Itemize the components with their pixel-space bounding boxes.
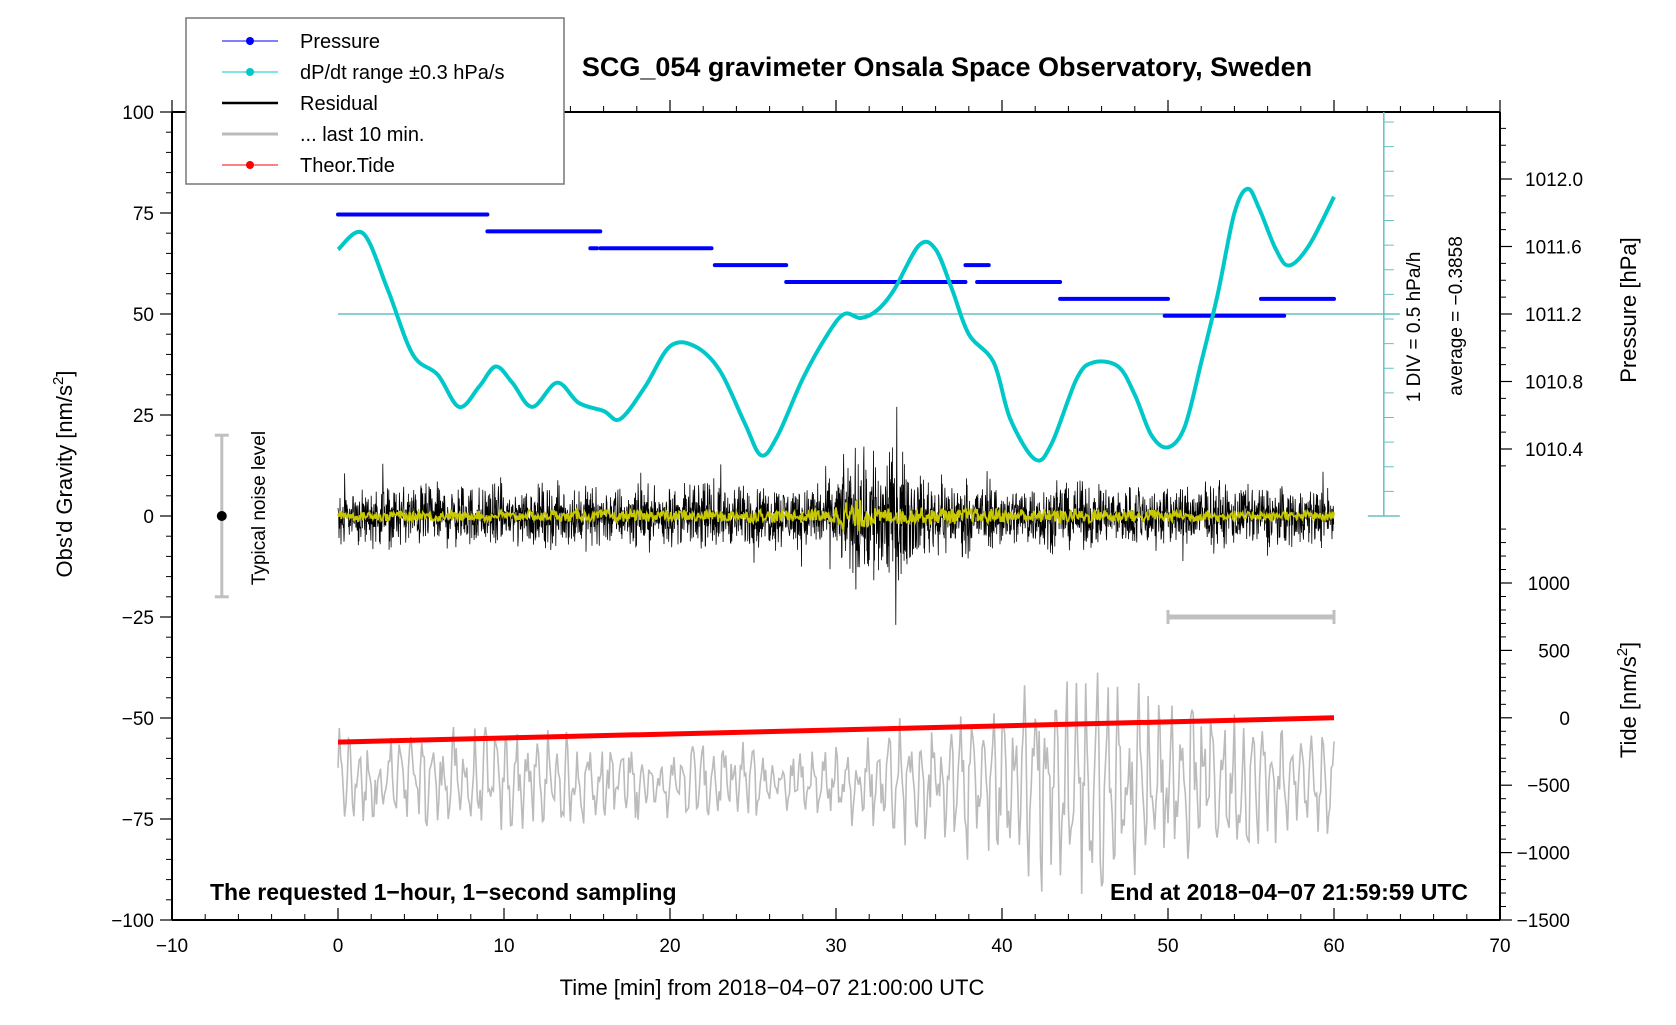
x-axis-label: Time [min] from 2018−04−07 21:00:00 UTC — [560, 975, 985, 1000]
x-tick-label: 10 — [493, 936, 514, 957]
legend: Pressure dP/dt range ±0.3 hPa/s Residual… — [185, 17, 565, 185]
legend-dot — [246, 68, 254, 76]
y-left-tick-label: −100 — [111, 911, 154, 932]
y-left-axis-label: Obs'd Gravity [nm/s2] — [50, 371, 77, 578]
residual-line — [337, 406, 1335, 625]
tide-tick-label: 0 — [1559, 709, 1570, 730]
legend-label: Residual — [300, 93, 378, 115]
legend-dot — [246, 161, 254, 169]
tide-label-main: Tide [nm/s — [1616, 656, 1641, 758]
tide-label-end: ] — [1616, 642, 1641, 648]
legend-label: Theor.Tide — [300, 155, 395, 177]
tide-tick-label: 1000 — [1528, 574, 1570, 595]
tide-label-sup: 2 — [1614, 648, 1631, 656]
legend-entry-residual: Residual — [222, 93, 378, 115]
legend-entry-dpdt: dP/dt range ±0.3 hPa/s — [222, 62, 504, 84]
theor-tide-line — [337, 715, 1335, 745]
y-left-label-end: ] — [52, 371, 77, 377]
x-tick-label: 50 — [1157, 936, 1178, 957]
tide-tick-label: −1000 — [1517, 844, 1570, 865]
legend-entry-tide: Theor.Tide — [222, 155, 395, 177]
pressure-tick-label: 1011.2 — [1525, 305, 1582, 326]
pressure-tick-label: 1011.6 — [1525, 238, 1582, 259]
legend-dot — [246, 37, 254, 45]
annotation-bottom-left: The requested 1−hour, 1−second sampling — [210, 879, 677, 905]
y-left-tick-label: 0 — [143, 507, 154, 528]
y-left-tick-label: −75 — [122, 810, 154, 831]
x-tick-label: 20 — [659, 936, 680, 957]
annotation-bottom-right: End at 2018−04−07 21:59:59 UTC — [1110, 879, 1468, 905]
y-left-label-main: Obs'd Gravity [nm/s — [52, 385, 77, 577]
y-right-pressure-label: Pressure [hPa] — [1616, 237, 1641, 383]
pressure-tick-label: 1010.4 — [1525, 440, 1584, 461]
tide-tick-label: −1500 — [1517, 911, 1570, 932]
residual-smoothed-line — [337, 500, 1335, 534]
y-left-tick-label: −25 — [122, 608, 154, 629]
legend-label: dP/dt range ±0.3 hPa/s — [300, 62, 504, 84]
x-tick-label: 30 — [825, 936, 846, 957]
y-right-tide-label: Tide [nm/s2] — [1614, 642, 1641, 758]
x-tick-label: 0 — [333, 936, 344, 957]
noise-center-dot — [216, 511, 227, 521]
legend-label: Pressure — [300, 31, 380, 53]
x-tick-label: 70 — [1489, 936, 1510, 957]
y-left-tick-label: 75 — [133, 204, 154, 225]
noise-level-indicator: Typical noise level — [214, 431, 270, 599]
series-layer — [336, 112, 1400, 894]
legend-box — [185, 17, 565, 185]
chart-title: SCG_054 gravimeter Onsala Space Observat… — [582, 52, 1312, 82]
x-tick-label: −10 — [156, 936, 188, 957]
y-left-tick-label: −50 — [122, 709, 154, 730]
average-label: average = −0.3858 — [1446, 236, 1467, 396]
pressure-tick-label: 1012.0 — [1525, 170, 1583, 191]
y-left-label-sup: 2 — [50, 377, 67, 385]
last-10-min-range — [1166, 610, 1336, 624]
dpdt-curve — [336, 186, 1336, 463]
tide-tick-label: 500 — [1538, 641, 1570, 662]
y-left-tick-label: 50 — [133, 305, 154, 326]
tide-tick-label: −500 — [1527, 776, 1570, 797]
tide-residual-line — [337, 672, 1335, 894]
x-tick-label: 60 — [1323, 936, 1344, 957]
ticks-layer: −10 0 10 20 30 40 50 60 701007550250−25−50−75−10… — [111, 100, 1584, 957]
y-left-tick-label: 100 — [122, 103, 154, 124]
y-left-tick-label: 25 — [133, 406, 154, 427]
x-tick-label: 40 — [991, 936, 1012, 957]
pressure-tick-label: 1010.8 — [1525, 373, 1583, 394]
noise-level-label: Typical noise level — [249, 431, 270, 585]
legend-entry-pressure: Pressure — [222, 31, 380, 53]
legend-entry-last10: ... last 10 min. — [222, 124, 425, 146]
div-scale-label: 1 DIV = 0.5 hPa/h — [1404, 252, 1425, 403]
legend-label: ... last 10 min. — [300, 124, 425, 146]
